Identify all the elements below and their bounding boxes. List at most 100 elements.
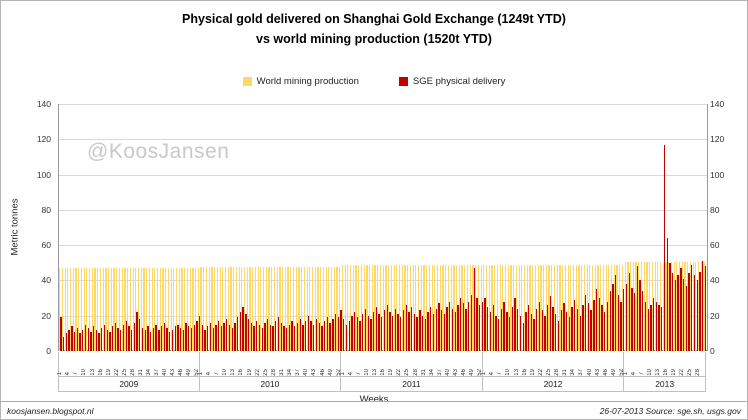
mining-bar — [64, 268, 66, 351]
sge-bar — [522, 322, 524, 351]
sge-bar — [639, 280, 641, 351]
sge-bar — [430, 306, 432, 351]
sge-bar — [378, 313, 380, 351]
mining-bar — [461, 265, 463, 351]
sge-bar — [566, 312, 568, 351]
gridline — [59, 245, 707, 247]
sge-bar — [519, 315, 522, 351]
week-bar-group — [401, 104, 405, 351]
week-bar-group — [431, 104, 435, 351]
mining-bar — [121, 268, 123, 351]
mining-bar — [317, 267, 319, 351]
mining-bar — [363, 265, 365, 351]
week-bar-group — [616, 104, 619, 351]
x-tick-label: 10 — [81, 368, 88, 376]
week-bar-group — [151, 104, 155, 351]
week-bar-group — [320, 104, 323, 351]
sge-bar — [98, 333, 100, 351]
sge-bar — [307, 315, 310, 351]
week-bar-group — [181, 104, 184, 351]
week-bar-group — [317, 104, 320, 351]
sge-bar — [343, 319, 345, 351]
sge-bar — [527, 305, 530, 351]
week-bar-group — [246, 104, 250, 351]
sge-bar — [334, 313, 337, 351]
week-bar-group — [553, 104, 557, 351]
mining-bar — [238, 267, 240, 351]
sge-bar — [117, 328, 119, 351]
x-tick-label: 13 — [89, 368, 96, 376]
mining-bar — [456, 265, 458, 351]
sge-bar — [389, 312, 391, 351]
sge-bar — [65, 333, 68, 351]
sge-bar — [525, 312, 527, 351]
x-tick-label: 7 — [214, 372, 221, 376]
week-bar-group — [695, 104, 698, 351]
mining-bar — [371, 265, 373, 351]
mining-bar — [562, 264, 564, 351]
x-tick-label: 10 — [505, 368, 512, 376]
sge-bar — [672, 273, 674, 351]
week-bar-group — [377, 104, 380, 351]
week-bar-group — [347, 104, 350, 351]
week-bar-group — [485, 104, 489, 351]
sge-bar — [381, 317, 383, 351]
sge-bar — [250, 322, 252, 351]
sge-bar — [152, 328, 155, 351]
sge-bar — [473, 268, 475, 351]
week-bar-group — [214, 104, 217, 351]
y-tick-label: 80 — [710, 204, 720, 215]
sge-bar — [372, 312, 375, 351]
sge-bar — [536, 308, 538, 351]
mining-bar — [159, 268, 161, 351]
week-bar-group — [279, 104, 282, 351]
sge-bar — [682, 278, 685, 351]
sge-bar — [563, 303, 565, 351]
sge-bar — [405, 305, 407, 351]
sge-bar — [223, 322, 225, 351]
week-bar-group — [507, 104, 511, 351]
week-bar-group — [363, 104, 367, 351]
sge-bar — [359, 321, 361, 351]
week-bar-group — [635, 104, 638, 351]
x-tick-label: 43 — [594, 368, 601, 376]
mining-bar — [537, 264, 539, 351]
week-bar-group — [698, 104, 701, 351]
x-tick-label: 1 — [57, 372, 64, 376]
week-bar-group — [602, 104, 606, 351]
sge-bar — [87, 328, 89, 351]
sge-bar — [402, 310, 405, 351]
mining-bar — [450, 265, 452, 351]
week-bar-group — [385, 104, 388, 351]
y-tick-label: 120 — [36, 134, 51, 145]
mining-bar — [75, 268, 77, 351]
mining-bar — [162, 268, 164, 351]
sge-bar — [674, 280, 677, 351]
x-tick-label: 10 — [646, 368, 653, 376]
mining-bar — [214, 267, 216, 351]
footer-date-source: 26-07-2013 Source: sge.sh, usgs.gov — [599, 406, 741, 416]
sge-bar — [63, 336, 65, 351]
sge-bar — [677, 275, 679, 351]
mining-bar — [246, 267, 248, 351]
sge-bar — [642, 291, 644, 351]
week-bar-group — [83, 104, 87, 351]
x-tick-label: 4 — [630, 372, 637, 376]
sge-bar — [650, 305, 652, 351]
mining-bar — [502, 264, 504, 351]
x-tick-label: 46 — [178, 368, 185, 376]
sge-bar — [201, 324, 203, 351]
mining-bar — [420, 265, 422, 351]
x-tick-label: 1 — [197, 372, 204, 376]
mining-bar — [494, 264, 496, 351]
sge-bar — [413, 313, 416, 351]
sge-bar — [427, 312, 429, 351]
week-bar-group — [586, 104, 590, 351]
sge-bar — [476, 298, 478, 351]
mining-bar — [423, 265, 425, 351]
sge-bar — [585, 294, 587, 351]
mining-bar — [192, 268, 194, 351]
sge-bar — [468, 301, 470, 351]
year-label: 2010 — [199, 376, 341, 392]
mining-bar — [211, 267, 213, 351]
